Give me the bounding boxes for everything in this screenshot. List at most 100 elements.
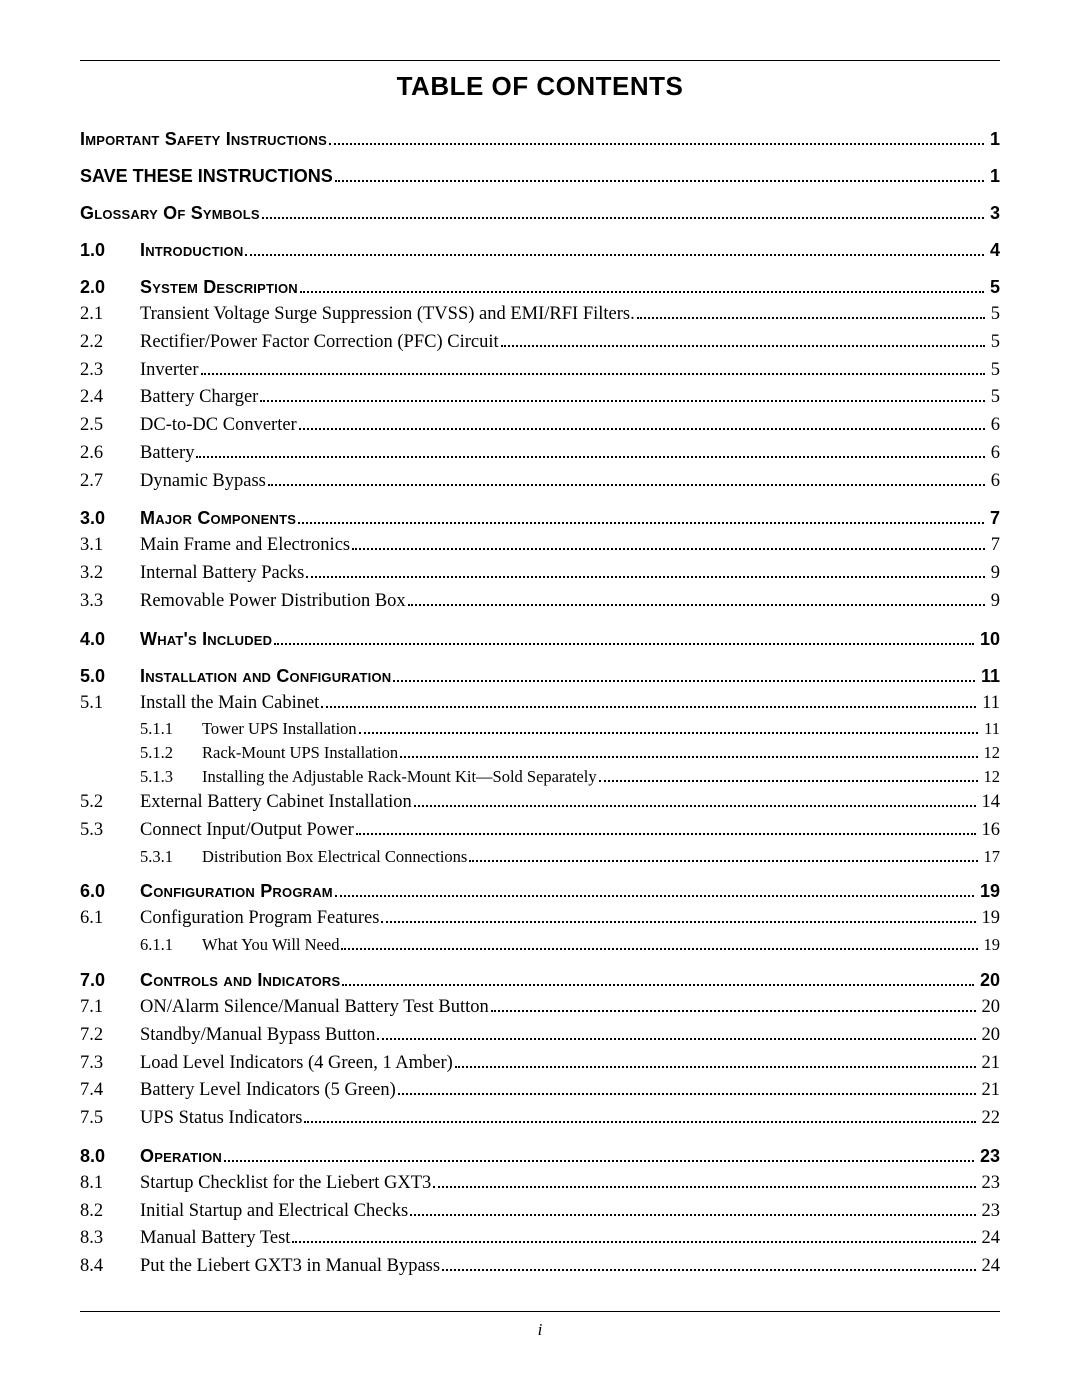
toc-page: 3 [990,200,1000,227]
toc-page: 7 [991,532,1000,560]
toc-entry[interactable]: Glossary Of Symbols 3 [80,200,1000,227]
toc-label: Introduction [140,237,243,264]
toc-entry[interactable]: 2.7Dynamic Bypass 6 [80,468,1000,496]
toc-label: Tower UPS Installation [202,717,357,741]
toc-entry[interactable]: 6.0Configuration Program 19 [80,878,1000,905]
toc-leader [321,706,976,708]
toc-entry[interactable]: 6.1.1What You Will Need 19 [80,933,1000,957]
toc-label: Internal Battery Packs [140,560,304,588]
toc-entry[interactable]: SAVE THESE INSTRUCTIONS 1 [80,163,1000,190]
toc-entry[interactable]: 5.1.2Rack-Mount UPS Installation 12 [80,741,1000,765]
toc-entry[interactable]: 2.4Battery Charger 5 [80,384,1000,412]
toc-num: 7.2 [80,1022,140,1050]
toc-entry[interactable]: 7.0Controls and Indicators 20 [80,967,1000,994]
toc-num: 7.4 [80,1077,140,1105]
toc-label: System Description [140,274,298,301]
toc-leader [274,643,974,645]
toc-page: 5 [990,274,1000,301]
toc-entry[interactable]: 3.3Removable Power Distribution Box 9 [80,588,1000,616]
toc-entry[interactable]: 2.0System Description 5 [80,274,1000,301]
toc-page: 4 [990,237,1000,264]
toc-subnum: 5.3.1 [140,845,202,869]
toc-num: 8.3 [80,1225,140,1253]
toc-entry[interactable]: 5.3Connect Input/Output Power 16 [80,817,1000,845]
toc-leader [408,604,985,606]
toc-subnum: 5.1.3 [140,765,202,789]
toc-entry[interactable]: 1.0Introduction 4 [80,237,1000,264]
toc-subnum: 5.1.1 [140,717,202,741]
toc-entry[interactable]: 7.4Battery Level Indicators (5 Green) 21 [80,1077,1000,1105]
toc-entry[interactable]: 8.4Put the Liebert GXT3 in Manual Bypass… [80,1253,1000,1281]
toc-num: 3.0 [80,505,140,532]
toc-entry[interactable]: 7.3Load Level Indicators (4 Green, 1 Amb… [80,1050,1000,1078]
toc-entry[interactable]: 5.1Install the Main Cabinet 11 [80,690,1000,718]
toc-leader [637,317,985,319]
toc-label: Configuration Program Features [140,905,379,933]
toc-entry[interactable]: 5.1.1Tower UPS Installation 11 [80,717,1000,741]
toc-page: 23 [982,1198,1001,1226]
toc-page: 5 [991,329,1000,357]
toc-page: 5 [991,301,1000,329]
toc-entry[interactable]: 8.3Manual Battery Test 24 [80,1225,1000,1253]
toc-leader [377,1038,975,1040]
toc-entry[interactable]: 4.0What's Included 10 [80,626,1000,653]
toc-label: Put the Liebert GXT3 in Manual Bypass [140,1253,440,1281]
toc-entry[interactable]: 3.2Internal Battery Packs 9 [80,560,1000,588]
toc-entry[interactable]: 2.3Inverter 5 [80,357,1000,385]
toc-page: 11 [984,717,1000,741]
toc-entry[interactable]: 3.0Major Components 7 [80,505,1000,532]
toc-num: 2.0 [80,274,140,301]
toc-entry[interactable]: 8.2Initial Startup and Electrical Checks… [80,1198,1000,1226]
toc-num: 2.3 [80,357,140,385]
toc-page: 14 [982,789,1001,817]
toc-page: 11 [982,690,1000,718]
toc-label: Transient Voltage Surge Suppression (TVS… [140,301,635,329]
toc-leader [268,484,985,486]
toc-leader [298,522,984,524]
toc-subnum: 5.1.2 [140,741,202,765]
toc-num: 2.6 [80,440,140,468]
toc-num: 3.2 [80,560,140,588]
toc-entry[interactable]: 3.1Main Frame and Electronics 7 [80,532,1000,560]
toc-page: 24 [982,1253,1001,1281]
toc-entry[interactable]: 7.1ON/Alarm Silence/Manual Battery Test … [80,994,1000,1022]
toc-entry[interactable]: 6.1Configuration Program Features 19 [80,905,1000,933]
toc-label: Major Components [140,505,296,532]
toc-page: 21 [982,1077,1001,1105]
toc-num: 8.4 [80,1253,140,1281]
toc-entry[interactable]: 2.6Battery 6 [80,440,1000,468]
toc-leader [335,895,974,897]
toc-label: DC-to-DC Converter [140,412,297,440]
toc-page: 12 [984,741,1001,765]
toc-entry[interactable]: 2.2Rectifier/Power Factor Correction (PF… [80,329,1000,357]
toc-leader [245,254,984,256]
toc-label: Battery Charger [140,384,258,412]
toc-page: 1 [990,163,1000,190]
toc-entry[interactable]: 7.2Standby/Manual Bypass Button 20 [80,1022,1000,1050]
toc-entry[interactable]: 8.0Operation 23 [80,1143,1000,1170]
toc-page: 19 [984,933,1001,957]
toc-page: 21 [982,1050,1001,1078]
toc-entry[interactable]: 7.5UPS Status Indicators 22 [80,1105,1000,1133]
toc-label: What You Will Need [202,933,339,957]
toc-page: 19 [982,905,1001,933]
toc-page: 5 [991,357,1000,385]
toc-label: UPS Status Indicators [140,1105,302,1133]
toc-entry[interactable]: Important Safety Instructions 1 [80,126,1000,153]
toc-entry[interactable]: 5.3.1Distribution Box Electrical Connect… [80,845,1000,869]
toc-label: Dynamic Bypass [140,468,266,496]
toc-label: Glossary Of Symbols [80,200,260,227]
toc-entry[interactable]: 2.1Transient Voltage Surge Suppression (… [80,301,1000,329]
toc-entry[interactable]: 8.1Startup Checklist for the Liebert GXT… [80,1170,1000,1198]
toc-entry[interactable]: 2.5DC-to-DC Converter 6 [80,412,1000,440]
toc-num: 2.2 [80,329,140,357]
toc-entry[interactable]: 5.1.3Installing the Adjustable Rack-Moun… [80,765,1000,789]
toc-num: 7.3 [80,1050,140,1078]
toc-entry[interactable]: 5.2External Battery Cabinet Installation… [80,789,1000,817]
toc-num: 8.0 [80,1143,140,1170]
toc-label: Initial Startup and Electrical Checks [140,1198,408,1226]
toc-label: Installing the Adjustable Rack-Mount Kit… [202,765,597,789]
toc-entry[interactable]: 5.0Installation and Configuration 11 [80,663,1000,690]
toc-num: 2.7 [80,468,140,496]
toc-num: 6.1 [80,905,140,933]
